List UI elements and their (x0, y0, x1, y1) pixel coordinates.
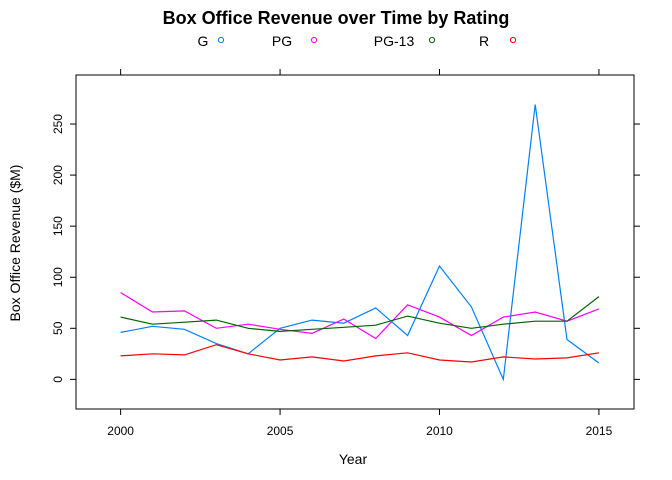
chart-title: Box Office Revenue over Time by Rating (163, 8, 510, 28)
plot-frame (75, 74, 635, 410)
x-tick-label: 2005 (267, 424, 294, 438)
y-axis-label: Box Office Revenue ($M) (7, 165, 23, 322)
legend-label: PG (272, 33, 292, 49)
x-tick-label: 2015 (586, 424, 613, 438)
series-line-r (120, 344, 599, 363)
x-tick-label: 2000 (107, 424, 134, 438)
legend: G PG PG-13 R (198, 33, 517, 49)
y-tick-label: 150 (51, 216, 65, 236)
series-line-pg-13 (120, 296, 600, 333)
series-layer (120, 104, 600, 382)
series-line-g (120, 104, 600, 382)
y-tick-label: 100 (51, 267, 65, 287)
y-axis: 0 50 100 150 200 250 (51, 114, 640, 383)
x-axis-label: Year (339, 451, 368, 467)
y-tick-label: 0 (51, 376, 65, 383)
y-tick-label: 250 (51, 114, 65, 134)
legend-marker (428, 36, 436, 44)
y-tick-label: 200 (51, 165, 65, 185)
legend-label: G (198, 33, 209, 49)
legend-marker (509, 36, 517, 44)
x-axis: 2000 2005 2010 2015 (107, 69, 613, 438)
legend-marker (217, 36, 225, 44)
y-tick-label: 50 (51, 321, 65, 335)
legend-marker (310, 36, 318, 44)
x-tick-label: 2010 (426, 424, 453, 438)
legend-label: PG-13 (374, 33, 415, 49)
legend-label: R (479, 33, 489, 49)
series-line-pg (120, 292, 600, 340)
